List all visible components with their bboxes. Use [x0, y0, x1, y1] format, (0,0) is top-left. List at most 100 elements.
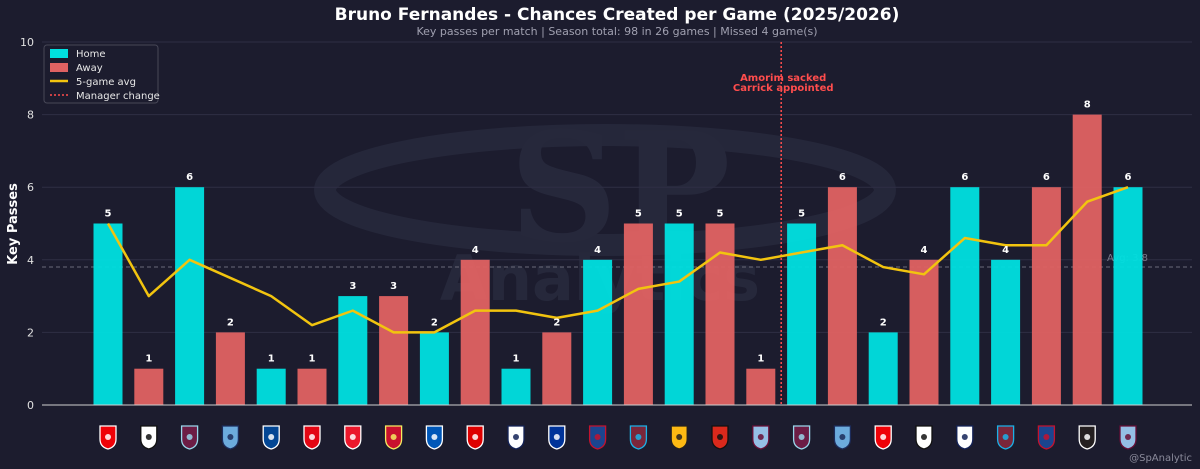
crest-brighton	[425, 425, 444, 450]
crest-emblem	[1084, 434, 1091, 440]
legend-manager-label: Manager change	[76, 91, 160, 102]
bar-home	[419, 332, 449, 405]
crest-emblem	[105, 434, 111, 440]
bar-away	[1031, 187, 1061, 405]
bar-value-label: 4	[921, 245, 928, 256]
crest-fulham	[915, 425, 933, 450]
crest-west-ham	[996, 425, 1015, 450]
bar-value-label: 4	[472, 245, 479, 256]
bar-value-label: 6	[839, 172, 846, 183]
y-tick-label: 8	[27, 109, 34, 122]
crest-everton	[548, 425, 566, 450]
y-tick-label: 4	[27, 254, 34, 267]
y-tick-label: 0	[27, 399, 34, 412]
bar-value-label: 5	[717, 209, 724, 220]
opponent-crests	[99, 425, 1137, 450]
crest-emblem	[431, 434, 438, 440]
bar-value-label: 5	[798, 209, 805, 220]
crest-arsenal	[874, 425, 892, 450]
crest-crystal-palace	[588, 425, 607, 450]
crest-tottenham	[507, 425, 525, 450]
crest-emblem	[1043, 434, 1050, 440]
crest-emblem	[839, 434, 846, 440]
crest-arsenal	[99, 425, 117, 450]
bar-away	[909, 259, 939, 405]
bar-value-label: 2	[553, 317, 560, 328]
crest-emblem	[145, 434, 152, 440]
y-tick-label: 2	[27, 326, 34, 339]
crest-emblem	[186, 434, 193, 440]
bar-away	[297, 368, 327, 405]
legend: Home Away 5-game avg Manager change	[43, 44, 160, 104]
crest-tottenham	[956, 425, 974, 450]
crest-aston-villa	[752, 425, 770, 450]
bar-away	[827, 187, 857, 405]
bar-value-label: 2	[227, 317, 234, 328]
crest-man-city	[833, 425, 852, 450]
bar-home	[664, 223, 694, 405]
bar-away	[542, 332, 572, 405]
bar-value-label: 1	[145, 354, 152, 365]
y-axis-label: Key Passes	[6, 183, 21, 265]
bar-value-label: 8	[1084, 100, 1091, 111]
bar-away	[134, 368, 164, 405]
chart-subtitle: Key passes per match | Season total: 98 …	[416, 25, 817, 38]
rolling-average	[106, 186, 1129, 334]
bar-home	[501, 368, 531, 405]
manager-change-annotation: Carrick appointed	[733, 83, 834, 94]
credit: @SpAnalytic	[1129, 453, 1192, 464]
crest-emblem	[717, 434, 723, 440]
crest-emblem	[880, 434, 887, 440]
crest-emblem	[553, 434, 560, 440]
chart-title: Bruno Fernandes - Chances Created per Ga…	[335, 5, 900, 25]
bars	[93, 114, 1143, 405]
bar-value-label: 6	[1125, 172, 1132, 183]
crest-chelsea	[262, 425, 280, 450]
crest-emblem	[472, 434, 479, 440]
legend-away-label: Away	[76, 63, 103, 74]
crest-emblem	[676, 434, 683, 440]
crest-nottingham-forest	[466, 425, 484, 450]
bar-home	[256, 368, 286, 405]
bar-value-label: 1	[268, 354, 275, 365]
bar-away	[623, 223, 653, 405]
legend-avg-label: 5-game avg	[76, 77, 136, 88]
crest-emblem	[390, 434, 397, 440]
bar-value-label: 5	[676, 209, 683, 220]
crest-emblem	[635, 434, 642, 440]
crest-brentford	[303, 425, 321, 450]
data-labels: 5 1 6 2 1 1 3 3 2 4 1 2 4 5 5 5 1 5 6 2 4 6 4 6 8 6	[105, 100, 1132, 365]
legend-box	[43, 44, 159, 104]
bar-value-label: 2	[880, 317, 887, 328]
crest-aston-villa	[1119, 425, 1137, 450]
bar-value-label: 6	[1043, 172, 1050, 183]
bar-home	[175, 187, 205, 405]
crest-emblem	[349, 434, 356, 440]
bar-value-label: 2	[431, 317, 438, 328]
y-tick-label: 6	[27, 181, 34, 194]
bar-value-label: 3	[390, 281, 397, 292]
bar-home	[991, 259, 1021, 405]
crest-man-city	[221, 425, 240, 450]
legend-home-label: Home	[76, 49, 106, 60]
crest-sunderland	[344, 425, 362, 450]
bar-value-label: 6	[186, 172, 193, 183]
legend-home-swatch	[50, 49, 68, 58]
bar-home	[868, 332, 898, 405]
crest-emblem	[757, 434, 764, 440]
bar-value-label: 3	[349, 281, 356, 292]
crest-burnley	[792, 425, 811, 450]
bar-value-label: 5	[105, 209, 112, 220]
bar-value-label: 1	[513, 354, 520, 365]
crest-emblem	[1002, 434, 1009, 440]
bar-value-label: 5	[635, 209, 642, 220]
crest-bournemouth	[711, 425, 729, 450]
crest-newcastle	[1078, 425, 1096, 450]
bar-home	[583, 259, 613, 405]
crest-liverpool	[384, 425, 403, 450]
manager-change-annotation: Amorim sacked	[740, 73, 826, 84]
y-axis-ticks: 0 2 4 6 8 10	[20, 36, 34, 412]
crest-emblem	[961, 434, 968, 440]
bar-away	[705, 223, 735, 405]
